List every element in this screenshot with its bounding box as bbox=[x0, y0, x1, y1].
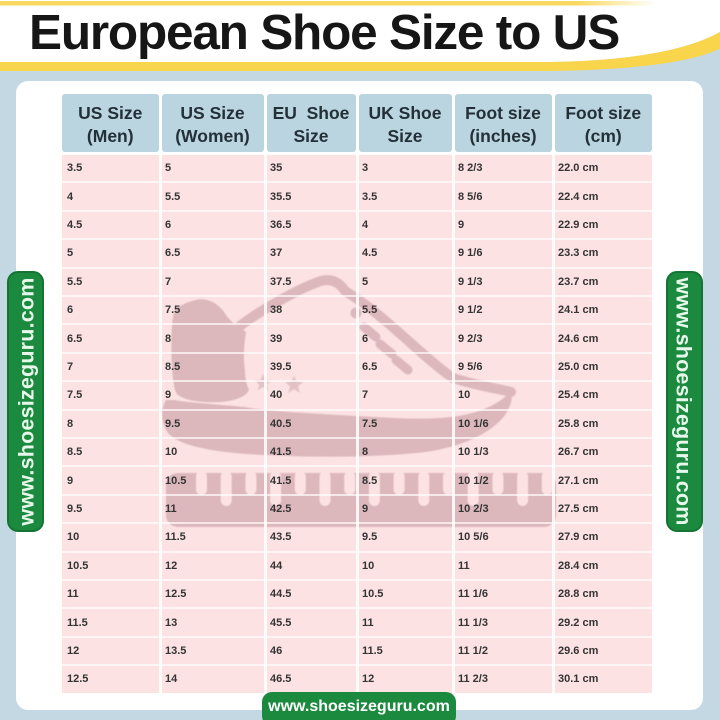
svg-text:www.shoesizeguru.com: www.shoesizeguru.com bbox=[672, 276, 696, 525]
svg-text:www.shoesizeguru.com: www.shoesizeguru.com bbox=[15, 277, 39, 526]
